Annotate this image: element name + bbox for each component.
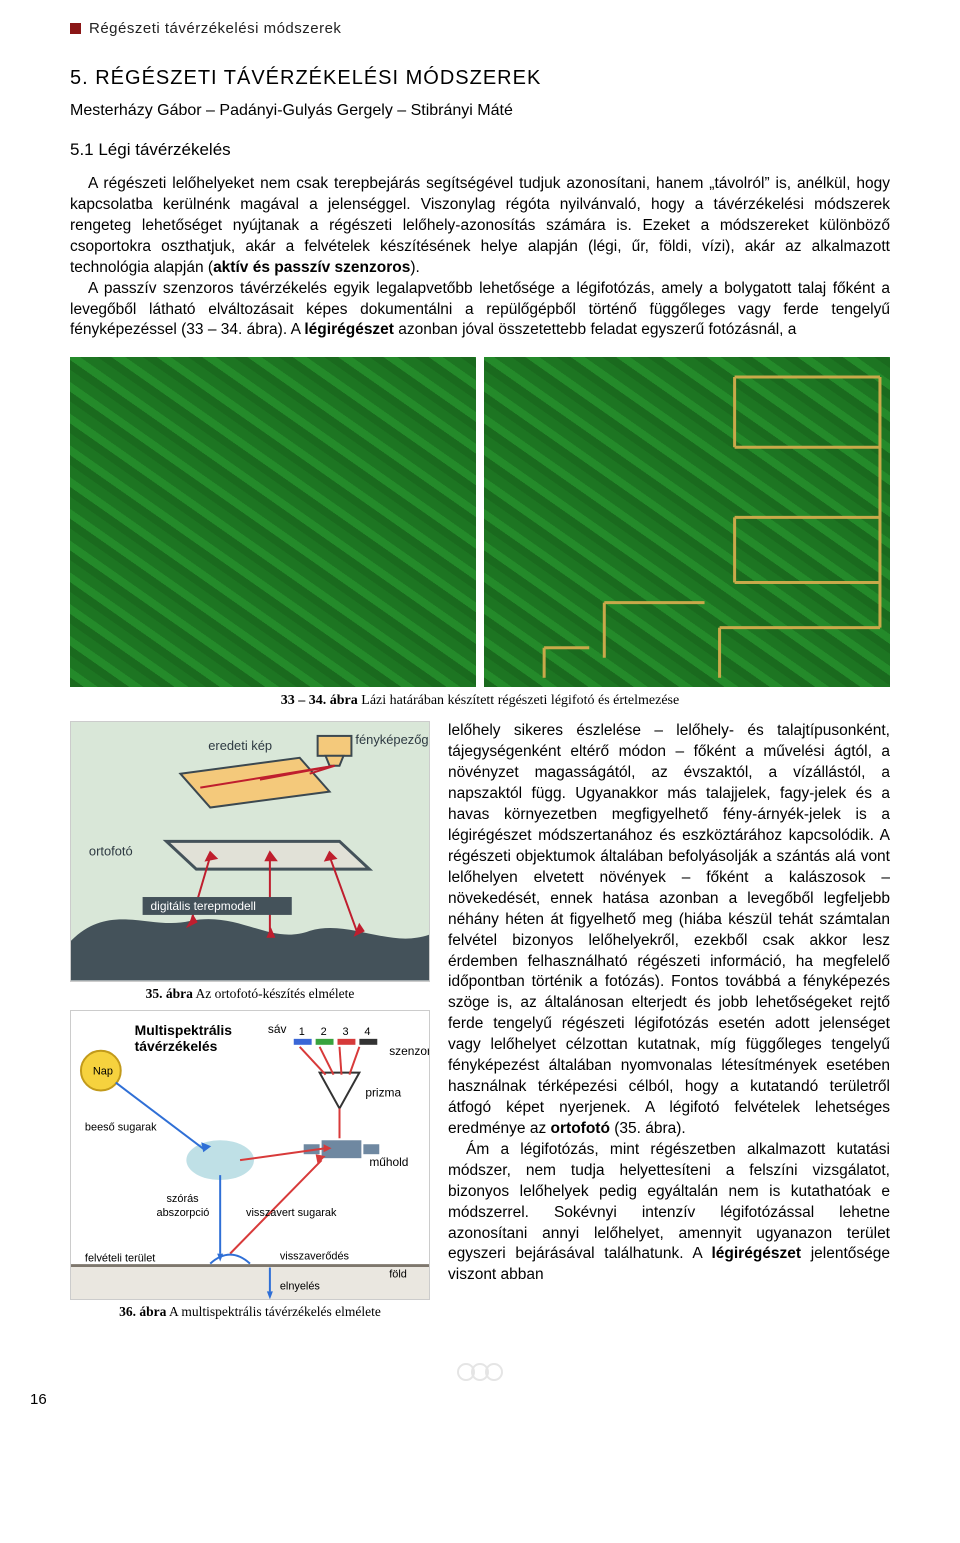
label-ortofoto: ortofotó: [89, 844, 133, 859]
label-fenykepezogep: fényképezőgép: [355, 732, 429, 747]
label-szoras-1: szórás: [166, 1193, 199, 1205]
aerial-caption-rest: Lázi határában készített régészeti légif…: [358, 693, 679, 708]
label-sav: sáv: [268, 1022, 287, 1036]
authors: Mesterházy Gábor – Padányi-Gulyás Gergel…: [70, 102, 890, 120]
fig36-caption-rest: A multispektrális távérzékelés elmélete: [166, 1304, 380, 1319]
intro-paragraph-2: A passzív szenzoros távérzékelés egyik l…: [70, 279, 890, 342]
figure-35-caption: 35. ábra Az ortofotó-készítés elmélete: [70, 986, 430, 1002]
aerial-photo-right: [484, 357, 890, 687]
right-paragraph-2: Ám a légifotózás, mint régészetben alkal…: [448, 1140, 890, 1286]
aerial-field-texture: [70, 357, 476, 687]
p2-bold: légirégészet: [304, 321, 394, 338]
aerial-photo-row: [70, 357, 890, 687]
figure-35-ortofoto: eredeti kép fényképezőgép ortofotó digit…: [70, 721, 430, 982]
intro-paragraph-1: A régészeti lelőhelyeket nem csak terepb…: [70, 174, 890, 279]
rtext-b: (35. ábra).: [610, 1120, 686, 1137]
ortofoto-diagram-svg: eredeti kép fényképezőgép ortofotó digit…: [71, 722, 429, 981]
rtext-a: lelőhely sikeres észlelése – lelőhely- é…: [448, 722, 890, 1137]
fig36-caption-bold: 36. ábra: [119, 1304, 166, 1319]
p1-bold: aktív és passzív szenzoros: [213, 259, 410, 276]
rtext-bold2: légirégészet: [711, 1245, 801, 1262]
running-head-text: Régészeti távérzékelési módszerek: [89, 20, 341, 37]
label-muhold: műhold: [369, 1155, 408, 1169]
header-square-icon: [70, 23, 81, 34]
two-column-layout: eredeti kép fényképezőgép ortofotó digit…: [70, 721, 890, 1328]
fig35-caption-bold: 35. ábra: [146, 986, 193, 1001]
svg-text:4: 4: [364, 1026, 370, 1038]
label-eredeti-kep: eredeti kép: [208, 738, 272, 753]
label-fold: föld: [389, 1268, 407, 1280]
fig35-caption-rest: Az ortofotó-készítés elmélete: [193, 986, 355, 1001]
svg-text:3: 3: [342, 1026, 348, 1038]
label-ms-title-2: távérzékelés: [135, 1038, 218, 1054]
aerial-caption-bold: 33 – 34. ábra: [281, 693, 358, 708]
aerial-photo-left: [70, 357, 476, 687]
chapter-title: 5. RÉGÉSZETI TÁVÉRZÉKELÉSI MÓDSZEREK: [70, 67, 890, 90]
p1-tail: ).: [410, 259, 419, 276]
label-prizma: prizma: [365, 1085, 401, 1099]
rtext-bold1: ortofotó: [551, 1120, 610, 1137]
page-number: 16: [30, 1391, 47, 1408]
label-visszaverodes: visszaverődés: [280, 1251, 350, 1263]
left-column-figures: eredeti kép fényképezőgép ortofotó digit…: [70, 721, 430, 1328]
multispectral-diagram-svg: Multispektrális távérzékelés Nap 1 2 3 4 sá…: [71, 1011, 429, 1299]
label-dtm: digitális terepmodell: [151, 899, 256, 913]
aerial-cropmark-overlay: [484, 357, 890, 687]
figure-36-caption: 36. ábra A multispektrális távérzékelés …: [70, 1304, 430, 1320]
label-szenzor: szenzor: [389, 1044, 429, 1058]
right-paragraph-1: lelőhely sikeres észlelése – lelőhely- é…: [448, 721, 890, 1139]
label-elnyeles: elnyelés: [280, 1280, 321, 1292]
label-visszavert: visszavert sugarak: [246, 1207, 337, 1219]
p1-text: A régészeti lelőhelyeket nem csak terepb…: [70, 175, 890, 276]
aerial-caption: 33 – 34. ábra Lázi határában készített r…: [70, 693, 890, 709]
footer-ornament-icon: [450, 1358, 510, 1386]
svg-text:2: 2: [321, 1026, 327, 1038]
p2b: azonban jóval összetettebb feladat egysz…: [394, 321, 796, 338]
label-nap: Nap: [93, 1066, 113, 1078]
running-head: Régészeti távérzékelési módszerek: [70, 20, 890, 37]
label-beeso: beeső sugarak: [85, 1121, 157, 1133]
right-column-text: lelőhely sikeres észlelése – lelőhely- é…: [448, 721, 890, 1328]
section-heading: 5.1 Légi távérzékelés: [70, 140, 890, 160]
label-ms-title-1: Multispektrális: [135, 1022, 233, 1038]
svg-text:1: 1: [299, 1026, 305, 1038]
label-szoras-2: abszorpció: [157, 1207, 210, 1219]
label-felveteli: felvételi terület: [85, 1253, 155, 1265]
figure-36-multispectral: Multispektrális távérzékelés Nap 1 2 3 4 sá…: [70, 1010, 430, 1300]
